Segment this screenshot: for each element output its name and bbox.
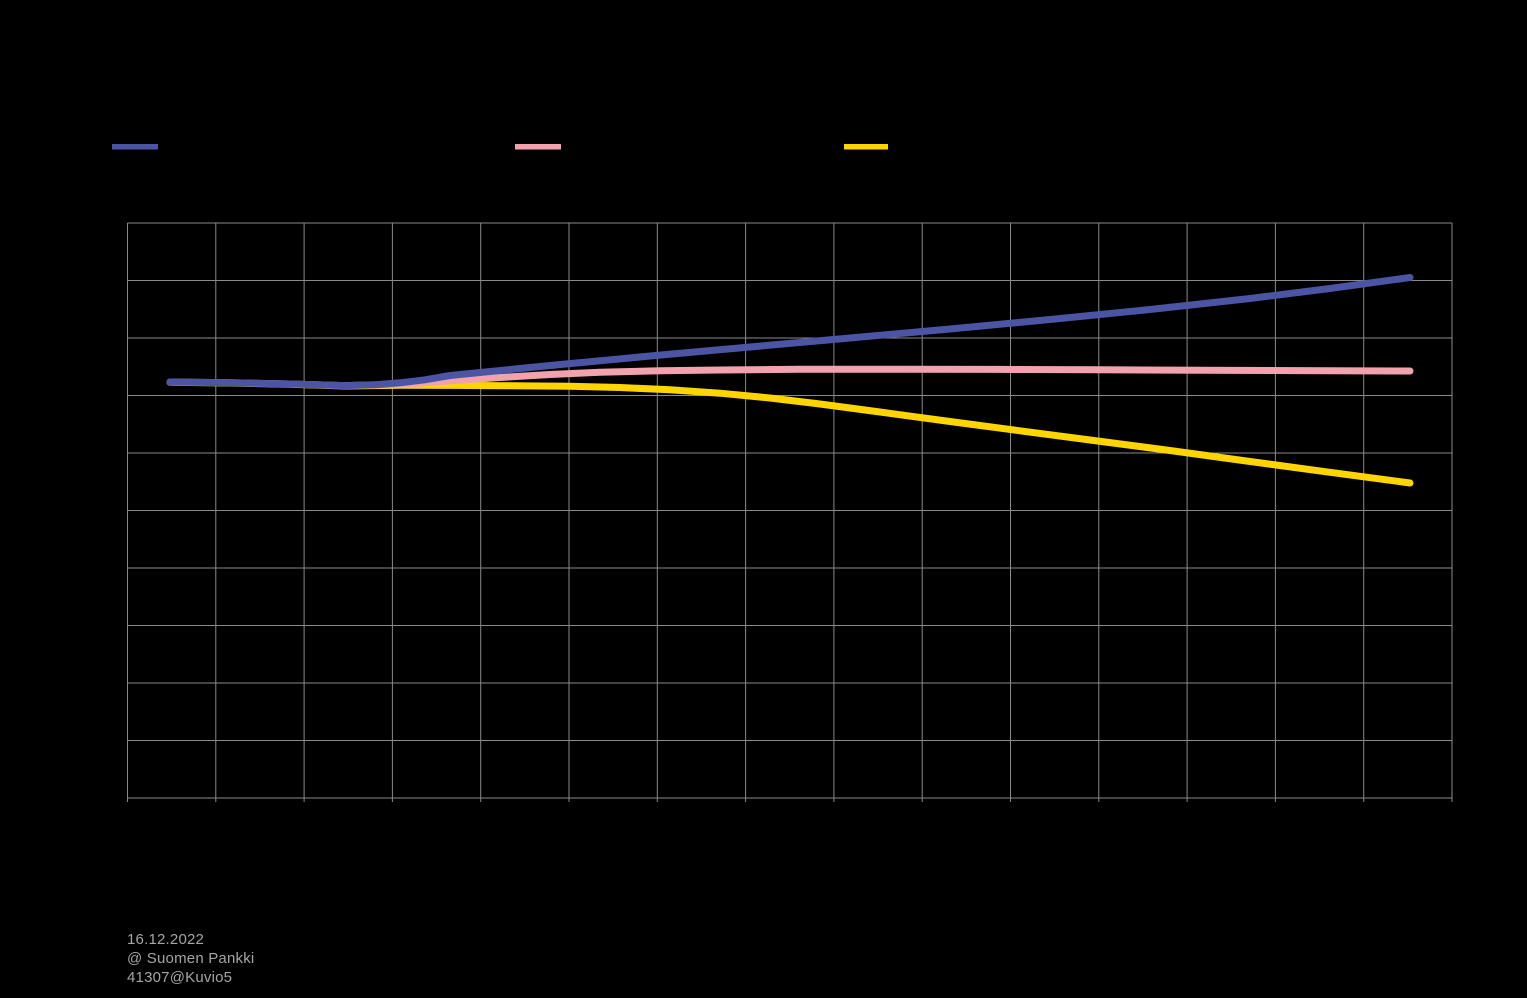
footer: 16.12.2022 @ Suomen Pankki 41307@Kuvio5 bbox=[127, 930, 254, 987]
footer-figure-id: 41307@Kuvio5 bbox=[127, 969, 233, 986]
series-yellow-line bbox=[166, 378, 1414, 487]
series-blue-line bbox=[166, 274, 1414, 390]
footer-attribution: @ Suomen Pankki bbox=[127, 950, 255, 967]
series-yellow-legend-swatch bbox=[844, 144, 888, 150]
footer-date: 16.12.2022 bbox=[127, 931, 205, 948]
series-blue-legend-swatch bbox=[112, 144, 158, 150]
series-pink-legend-swatch bbox=[515, 144, 561, 150]
